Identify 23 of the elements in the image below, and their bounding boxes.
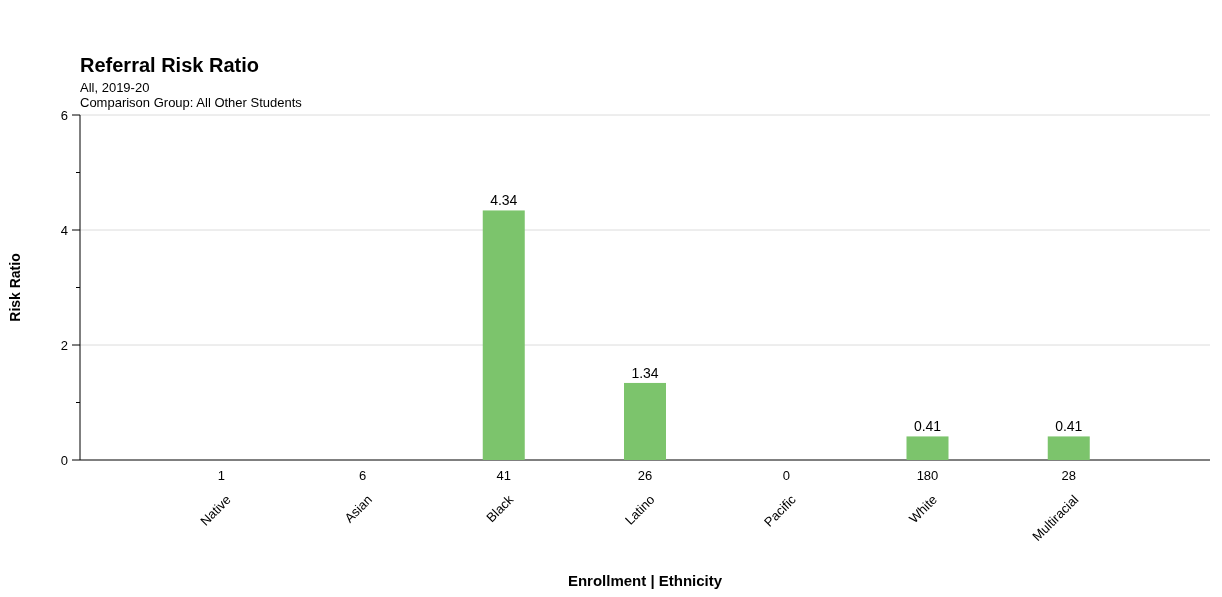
data-label: 0.41 [913,418,942,435]
bar [906,436,949,460]
y-tick-label: 4 [60,222,68,238]
chart-subtitle: All, 2019-20 Comparison Group: All Other Students [80,80,303,110]
y-tick-label: 2 [60,337,68,353]
text: 6 [358,468,367,483]
bar [624,382,666,460]
bar [1047,436,1090,460]
y-tick-label: 6 [60,107,68,123]
data-label: 1.34 [631,364,659,381]
y-tick-label: 0 [60,452,68,468]
text: 0 [782,468,790,483]
bar [482,210,525,460]
y-axis-title: Risk Ratio [7,253,23,322]
x-axis-title: Enrollment | Ethnicity [567,572,723,589]
text: 1 [217,468,225,483]
text: 26 [637,468,653,483]
text: 180 [916,468,939,483]
text: 28 [1061,468,1076,483]
data-label: 0.41 [1055,418,1083,435]
data-label: 4.34 [490,192,518,209]
text: 41 [496,468,511,483]
chart-title: Referral Risk Ratio [80,54,259,76]
